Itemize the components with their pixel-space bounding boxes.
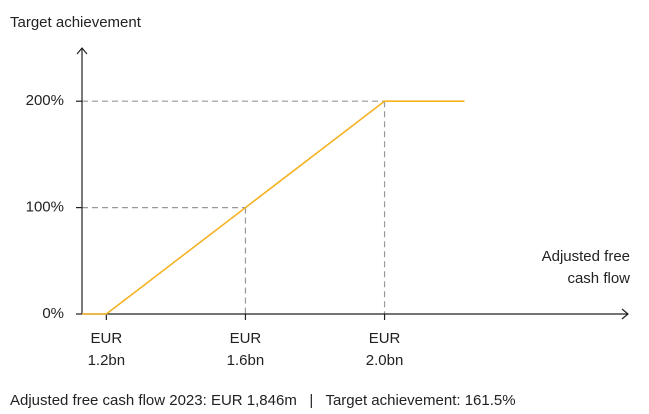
x-tick-label: EUR 2.0bn: [365, 330, 404, 369]
y-tick-label: 0%: [42, 305, 64, 322]
x-tick-label: EUR 1.6bn: [226, 330, 265, 369]
y-axis-arrow: [76, 47, 88, 55]
x-tick-label: EUR 1.2bn: [87, 330, 126, 369]
y-tick-label: 200%: [26, 92, 64, 109]
y-axis-label: Target achievement: [10, 14, 141, 31]
x-axis-arrow: [621, 308, 629, 320]
x-axis-label: Adjusted free cash flow: [541, 248, 630, 287]
data-line: [82, 100, 465, 315]
y-tick-label: 100%: [26, 199, 64, 216]
footnote: Adjusted free cash flow 2023: EUR 1,846m…: [10, 392, 516, 409]
